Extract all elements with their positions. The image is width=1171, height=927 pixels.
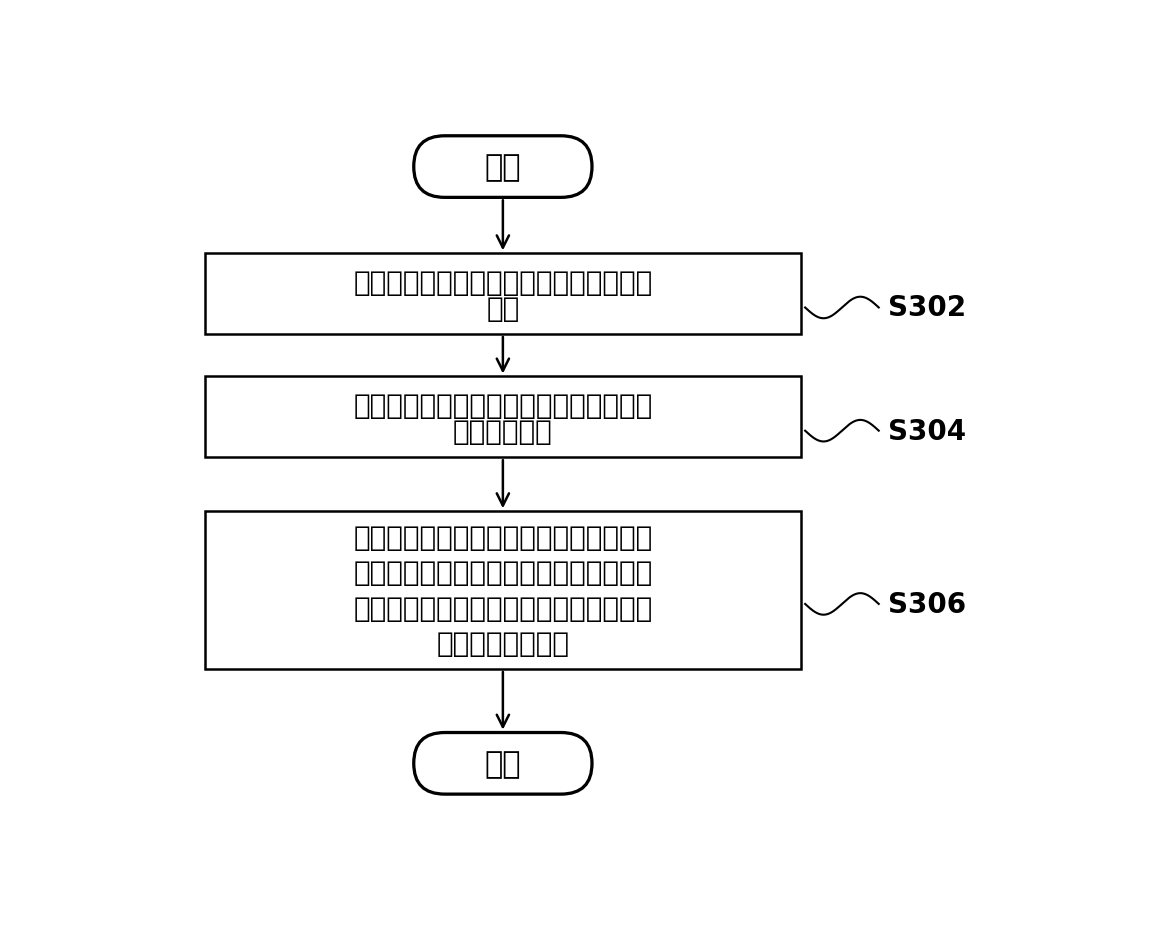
FancyBboxPatch shape bbox=[413, 732, 593, 794]
FancyBboxPatch shape bbox=[205, 377, 801, 458]
Text: 开始: 开始 bbox=[485, 153, 521, 182]
FancyBboxPatch shape bbox=[205, 512, 801, 669]
FancyBboxPatch shape bbox=[205, 254, 801, 335]
Text: 温度: 温度 bbox=[486, 294, 520, 323]
Text: S304: S304 bbox=[888, 417, 966, 445]
Text: 按照预设的与温度区间对应的修正系数对: 按照预设的与温度区间对应的修正系数对 bbox=[354, 524, 652, 552]
Text: S306: S306 bbox=[888, 590, 966, 618]
Text: 结束: 结束 bbox=[485, 749, 521, 778]
FancyBboxPatch shape bbox=[413, 136, 593, 198]
Text: 算当前过热度: 算当前过热度 bbox=[453, 417, 553, 445]
Text: 按照与回风温度对应的预设的计算要求计: 按照与回风温度对应的预设的计算要求计 bbox=[354, 391, 652, 420]
Text: 接收制冷开机指令后，获取新风机的回风: 接收制冷开机指令后，获取新风机的回风 bbox=[354, 269, 652, 297]
Text: 后，得出阀体的调整开度，并根据调整开: 后，得出阀体的调整开度，并根据调整开 bbox=[354, 594, 652, 622]
Text: 度对阀体进行控制: 度对阀体进行控制 bbox=[437, 629, 569, 657]
Text: 当前过热度与目标过热度的差值进行修正: 当前过热度与目标过热度的差值进行修正 bbox=[354, 559, 652, 587]
Text: S302: S302 bbox=[888, 294, 966, 323]
